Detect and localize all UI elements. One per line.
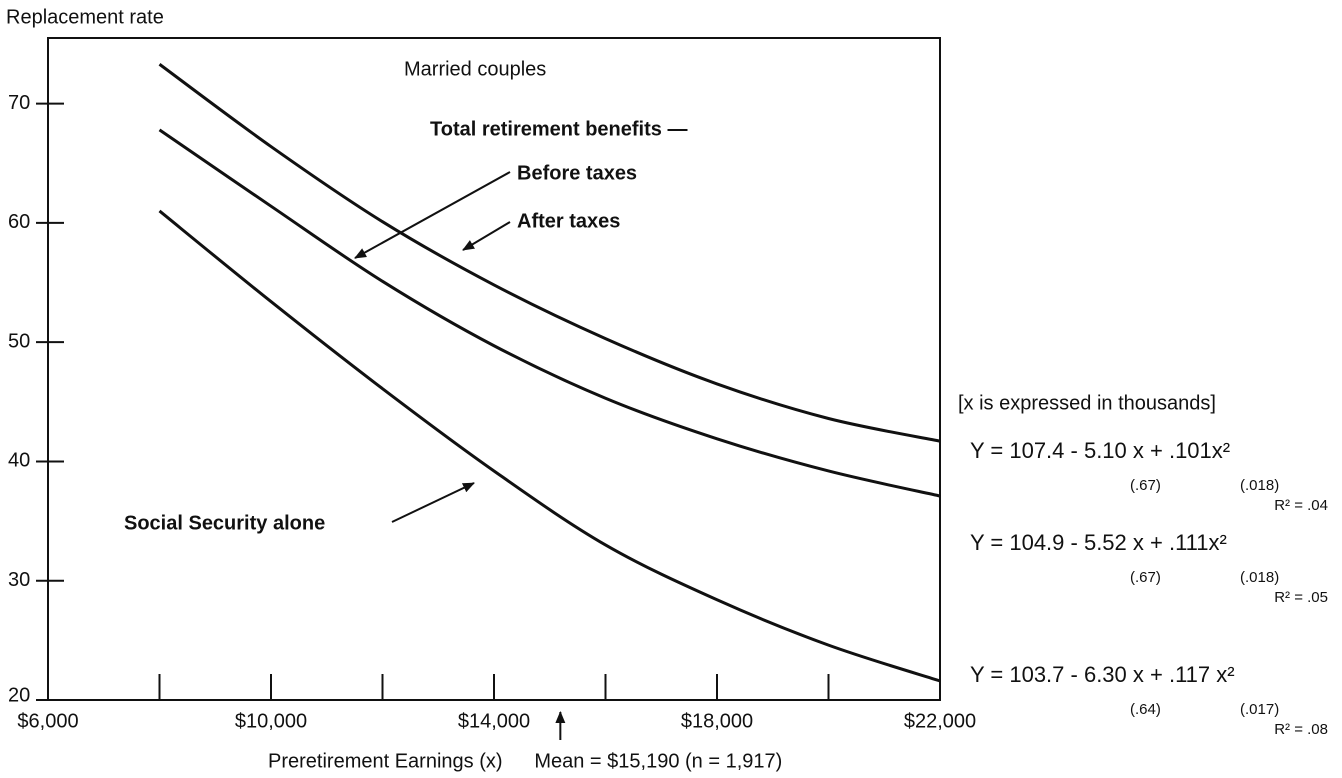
arrow bbox=[462, 221, 511, 251]
equation-se: (.67) bbox=[1130, 477, 1161, 494]
series-line bbox=[158, 63, 941, 443]
series-line bbox=[158, 128, 941, 498]
equation-r2: R² = .05 bbox=[1274, 589, 1328, 606]
y-tick-label: 50 bbox=[8, 330, 30, 352]
series-label: Before taxes bbox=[517, 162, 637, 184]
equation-se: (.018) bbox=[1240, 569, 1279, 586]
y-axis-label: Replacement rate bbox=[6, 6, 164, 28]
group-label: Total retirement benefits — bbox=[430, 118, 687, 140]
equation: Y = 103.7 - 6.30 x + .117 x² bbox=[970, 662, 1235, 687]
series-line bbox=[158, 209, 941, 683]
x-tick-label: $14,000 bbox=[458, 710, 530, 732]
x-tick-label: $18,000 bbox=[681, 710, 753, 732]
series-label: After taxes bbox=[517, 210, 620, 232]
equation: Y = 104.9 - 5.52 x + .111x² bbox=[970, 530, 1227, 555]
equation-r2: R² = .04 bbox=[1274, 497, 1328, 514]
y-tick-label: 60 bbox=[8, 211, 30, 233]
mean-label: Mean = $15,190 (n = 1,917) bbox=[534, 750, 782, 772]
y-tick-label: 40 bbox=[8, 450, 30, 472]
arrow bbox=[354, 171, 511, 259]
equation-se: (.017) bbox=[1240, 701, 1279, 718]
x-tick-label: $6,000 bbox=[17, 710, 78, 732]
y-tick-label: 70 bbox=[8, 92, 30, 114]
y-tick-label: 20 bbox=[8, 684, 30, 706]
chart-title: Married couples bbox=[404, 58, 546, 80]
x-tick-label: $10,000 bbox=[235, 710, 307, 732]
equation-r2: R² = .08 bbox=[1274, 721, 1328, 738]
equations-note: [x is expressed in thousands] bbox=[958, 392, 1216, 414]
x-tick-label: $22,000 bbox=[904, 710, 976, 732]
x-axis-label: Preretirement Earnings (x) bbox=[268, 750, 503, 772]
equation-se: (.018) bbox=[1240, 477, 1279, 494]
arrow bbox=[391, 482, 475, 523]
equation: Y = 107.4 - 5.10 x + .101x² bbox=[970, 438, 1230, 463]
series-label: Social Security alone bbox=[124, 512, 325, 534]
y-tick-label: 30 bbox=[8, 569, 30, 591]
equation-se: (.64) bbox=[1130, 701, 1161, 718]
equation-se: (.67) bbox=[1130, 569, 1161, 586]
